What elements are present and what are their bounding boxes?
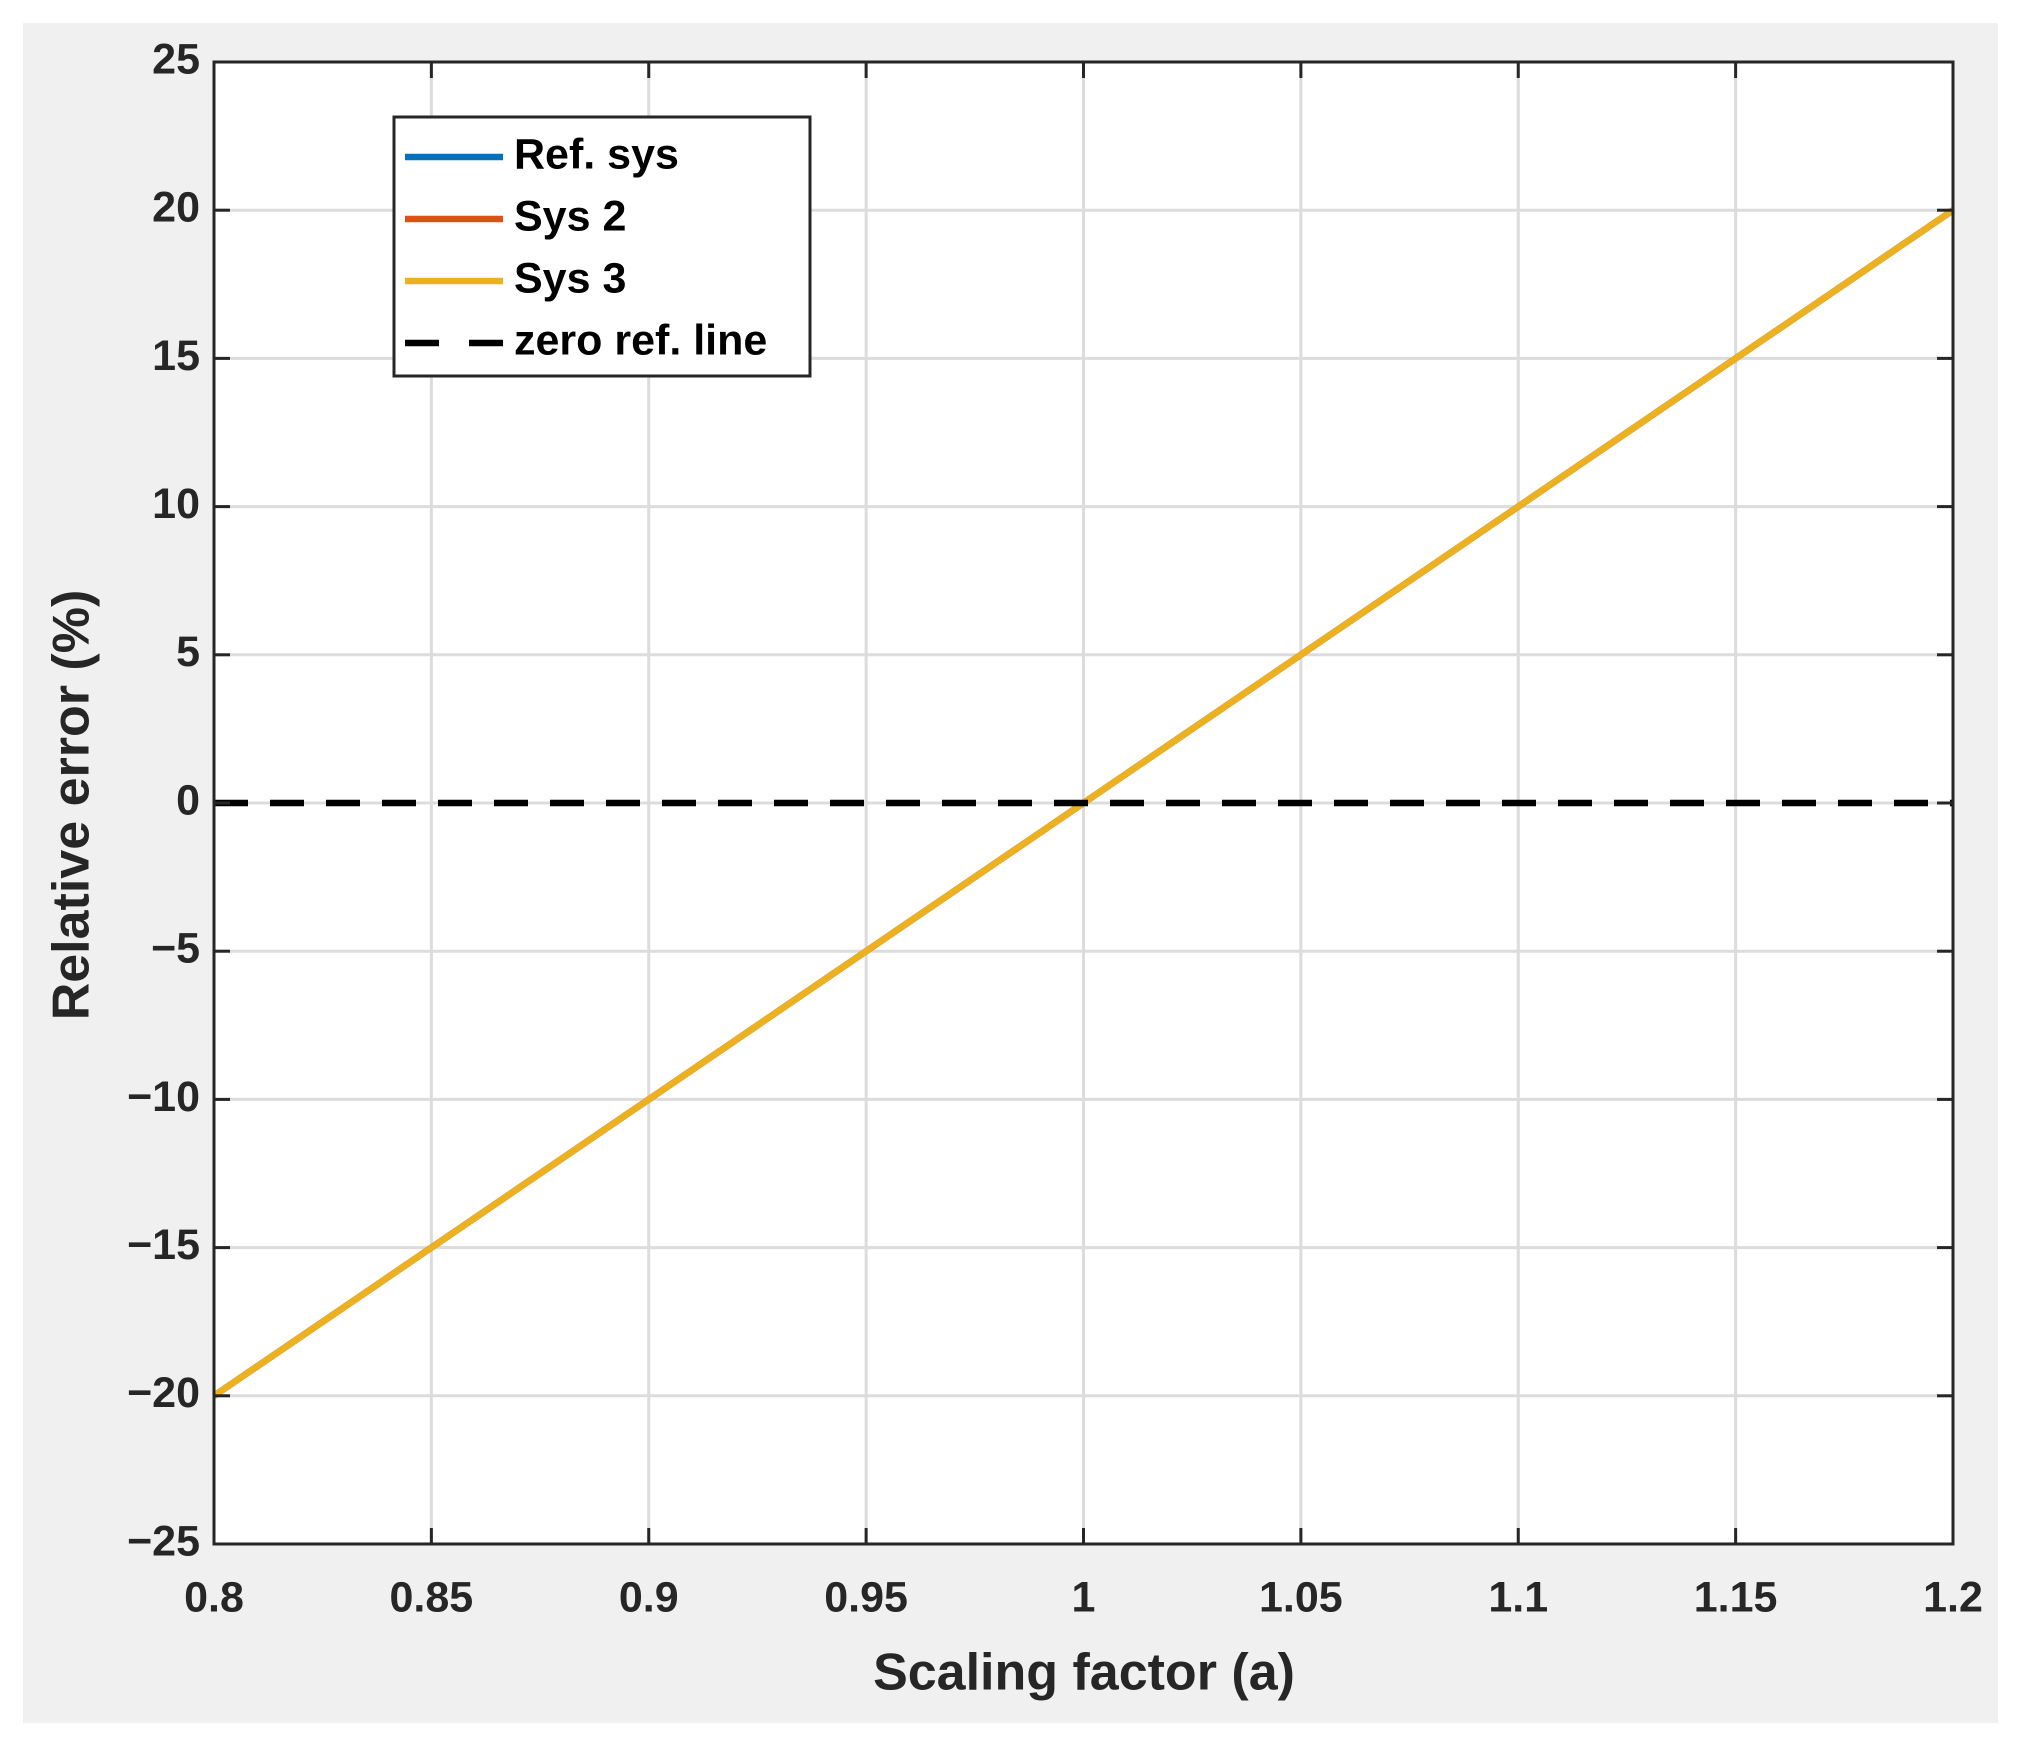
lines [212,207,1955,1399]
y-tick-label: −5 [151,925,200,973]
x-tick-label: 0.9 [619,1573,679,1621]
x-tick-label: 1.2 [1923,1573,1983,1621]
y-tick-label: −10 [127,1073,200,1121]
legend: Ref. sys Sys 2 Sys 3 zero ref. line [392,115,812,378]
x-tick-label: 1.05 [1259,1573,1343,1621]
y-tick-label: −15 [127,1221,200,1269]
x-tick-label: 0.85 [390,1573,474,1621]
legend-label: zero ref. line [514,316,767,364]
legend-label: Ref. sys [514,130,679,178]
y-tick-label: −20 [127,1369,200,1417]
y-tick-label: 0 [176,776,200,824]
legend-label: Sys 2 [514,192,626,240]
y-tick-label: 15 [152,332,200,380]
x-tick-label: 1.15 [1694,1573,1778,1621]
y-tick-label: 10 [152,480,200,528]
x-tick-label: 0.8 [184,1573,244,1621]
y-tick-label: −25 [127,1517,200,1565]
x-axis-label: Scaling factor (a) [873,1644,1295,1702]
y-tick-label: 25 [152,35,200,83]
y-axis-label: Relative error (%) [43,590,101,1021]
ticks: −25 −20 −15 −10 −5 0 5 10 15 20 25 0.8 0.85 0.9 0.95 1 1… [127,35,1983,1621]
legend-label: Sys 3 [514,254,626,302]
x-tick-label: 1.1 [1488,1573,1548,1621]
y-tick-label: 5 [176,628,200,676]
x-tick-label: 0.95 [824,1573,908,1621]
y-tick-label: 20 [152,184,200,232]
x-tick-label: 1 [1072,1573,1096,1621]
